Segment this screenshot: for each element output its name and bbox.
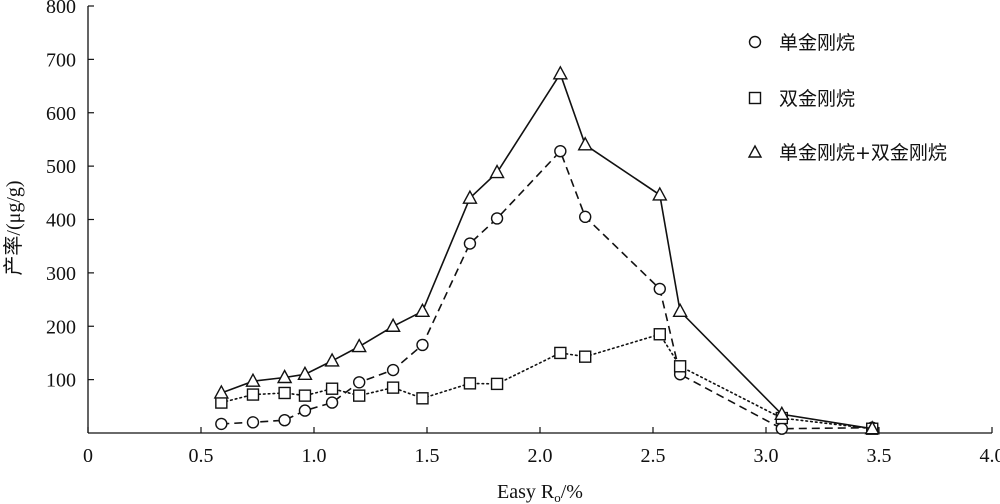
data-point-triangle — [552, 65, 569, 80]
data-point-triangle — [864, 420, 880, 435]
data-point-triangle — [245, 372, 261, 387]
data-point-square — [653, 328, 666, 341]
data-point-circle — [775, 422, 789, 435]
series-line — [221, 149, 873, 430]
data-point-triangle — [276, 369, 293, 384]
series-2 — [215, 328, 879, 435]
data-point-triangle — [774, 405, 790, 421]
legend-marker-square — [748, 91, 762, 105]
y-tick-label: 500 — [46, 156, 76, 178]
data-point-square — [353, 389, 366, 402]
data-point-circle — [653, 282, 666, 296]
data-point-triangle — [672, 302, 688, 318]
series-1 — [215, 144, 879, 435]
y-tick-label: 100 — [46, 370, 76, 392]
y-tick-label: 200 — [46, 316, 76, 338]
y-tick-label: 800 — [46, 0, 76, 18]
data-point-triangle — [652, 186, 668, 201]
data-point-triangle — [385, 317, 401, 332]
data-point-square — [298, 389, 312, 402]
x-tick-label: 4.0 — [980, 445, 1000, 467]
data-point-square — [554, 346, 567, 360]
y-tick-label: 300 — [46, 263, 76, 285]
series-3 — [213, 65, 880, 435]
data-point-triangle — [577, 136, 593, 151]
x-tick-label: 0 — [83, 445, 93, 467]
legend-label-3: 单金刚烷+双金刚烷 — [779, 142, 947, 164]
legend-label-2: 双金刚烷 — [779, 88, 855, 110]
legend-marker-circle — [748, 35, 762, 49]
data-point-square — [246, 388, 260, 401]
data-point-circle — [554, 144, 567, 158]
data-point-circle — [353, 376, 366, 389]
y-tick-label: 400 — [46, 210, 76, 232]
data-point-triangle — [351, 338, 367, 353]
data-point-circle — [579, 210, 592, 224]
y-tick-label: 600 — [46, 103, 76, 125]
data-point-square — [490, 377, 504, 391]
x-tick-label: 1.0 — [302, 445, 327, 467]
data-point-triangle — [297, 365, 313, 380]
data-point-triangle — [414, 302, 431, 318]
x-tick-label: 2.5 — [641, 445, 666, 467]
data-point-circle — [325, 396, 339, 409]
x-axis-label-unit: /% — [561, 481, 583, 503]
x-tick-label: 0.5 — [189, 445, 214, 467]
legend-marker-triangle — [747, 144, 763, 158]
data-point-square — [325, 382, 339, 395]
data-point-circle — [298, 404, 312, 417]
data-point-circle — [416, 338, 429, 352]
data-point-circle — [386, 363, 400, 377]
axes — [87, 6, 992, 434]
data-point-triangle — [324, 352, 340, 367]
series-line — [221, 71, 873, 430]
data-point-square — [673, 360, 687, 373]
data-point-circle — [463, 237, 477, 250]
data-point-square — [278, 386, 291, 400]
legend-entry-2: 双金刚烷 — [748, 88, 855, 110]
x-tick-label: 1.5 — [415, 445, 440, 467]
y-ticks: 100 200 300 400 500 600 700 800 — [46, 0, 94, 392]
x-axis-label-main: Easy R — [497, 481, 555, 503]
x-tick-label: 2.0 — [528, 445, 553, 467]
data-point-circle — [246, 416, 260, 429]
data-point-square — [579, 350, 592, 363]
legend-label-1: 单金刚烷 — [779, 32, 855, 54]
data-point-triangle — [462, 189, 478, 204]
data-point-square — [463, 377, 477, 390]
x-axis-label: Easy Ro/% — [497, 481, 583, 504]
legend-entry-3: 单金刚烷+双金刚烷 — [747, 142, 947, 164]
x-tick-label: 3.5 — [867, 445, 892, 467]
y-tick-label: 700 — [46, 49, 76, 71]
series-layer — [213, 65, 880, 435]
data-point-circle — [215, 417, 228, 431]
legend-entry-1: 单金刚烷 — [748, 32, 855, 54]
x-ticks: 0 0.5 1.0 1.5 2.0 2.5 3.0 3.5 4.0 — [83, 427, 1000, 467]
legend: 单金刚烷 双金刚烷 单金刚烷+双金刚烷 — [747, 32, 947, 164]
data-point-triangle — [489, 164, 505, 179]
data-point-square — [416, 392, 429, 405]
data-point-triangle — [213, 384, 230, 399]
data-point-circle — [278, 413, 291, 427]
x-axis-label-subscript: o — [554, 490, 561, 504]
data-point-square — [386, 381, 400, 394]
data-point-square — [215, 396, 228, 409]
y-axis-label: 产率/(μg/g) — [2, 180, 25, 275]
x-tick-label: 3.0 — [754, 445, 779, 467]
data-point-circle — [490, 212, 504, 225]
series-line — [220, 333, 874, 430]
